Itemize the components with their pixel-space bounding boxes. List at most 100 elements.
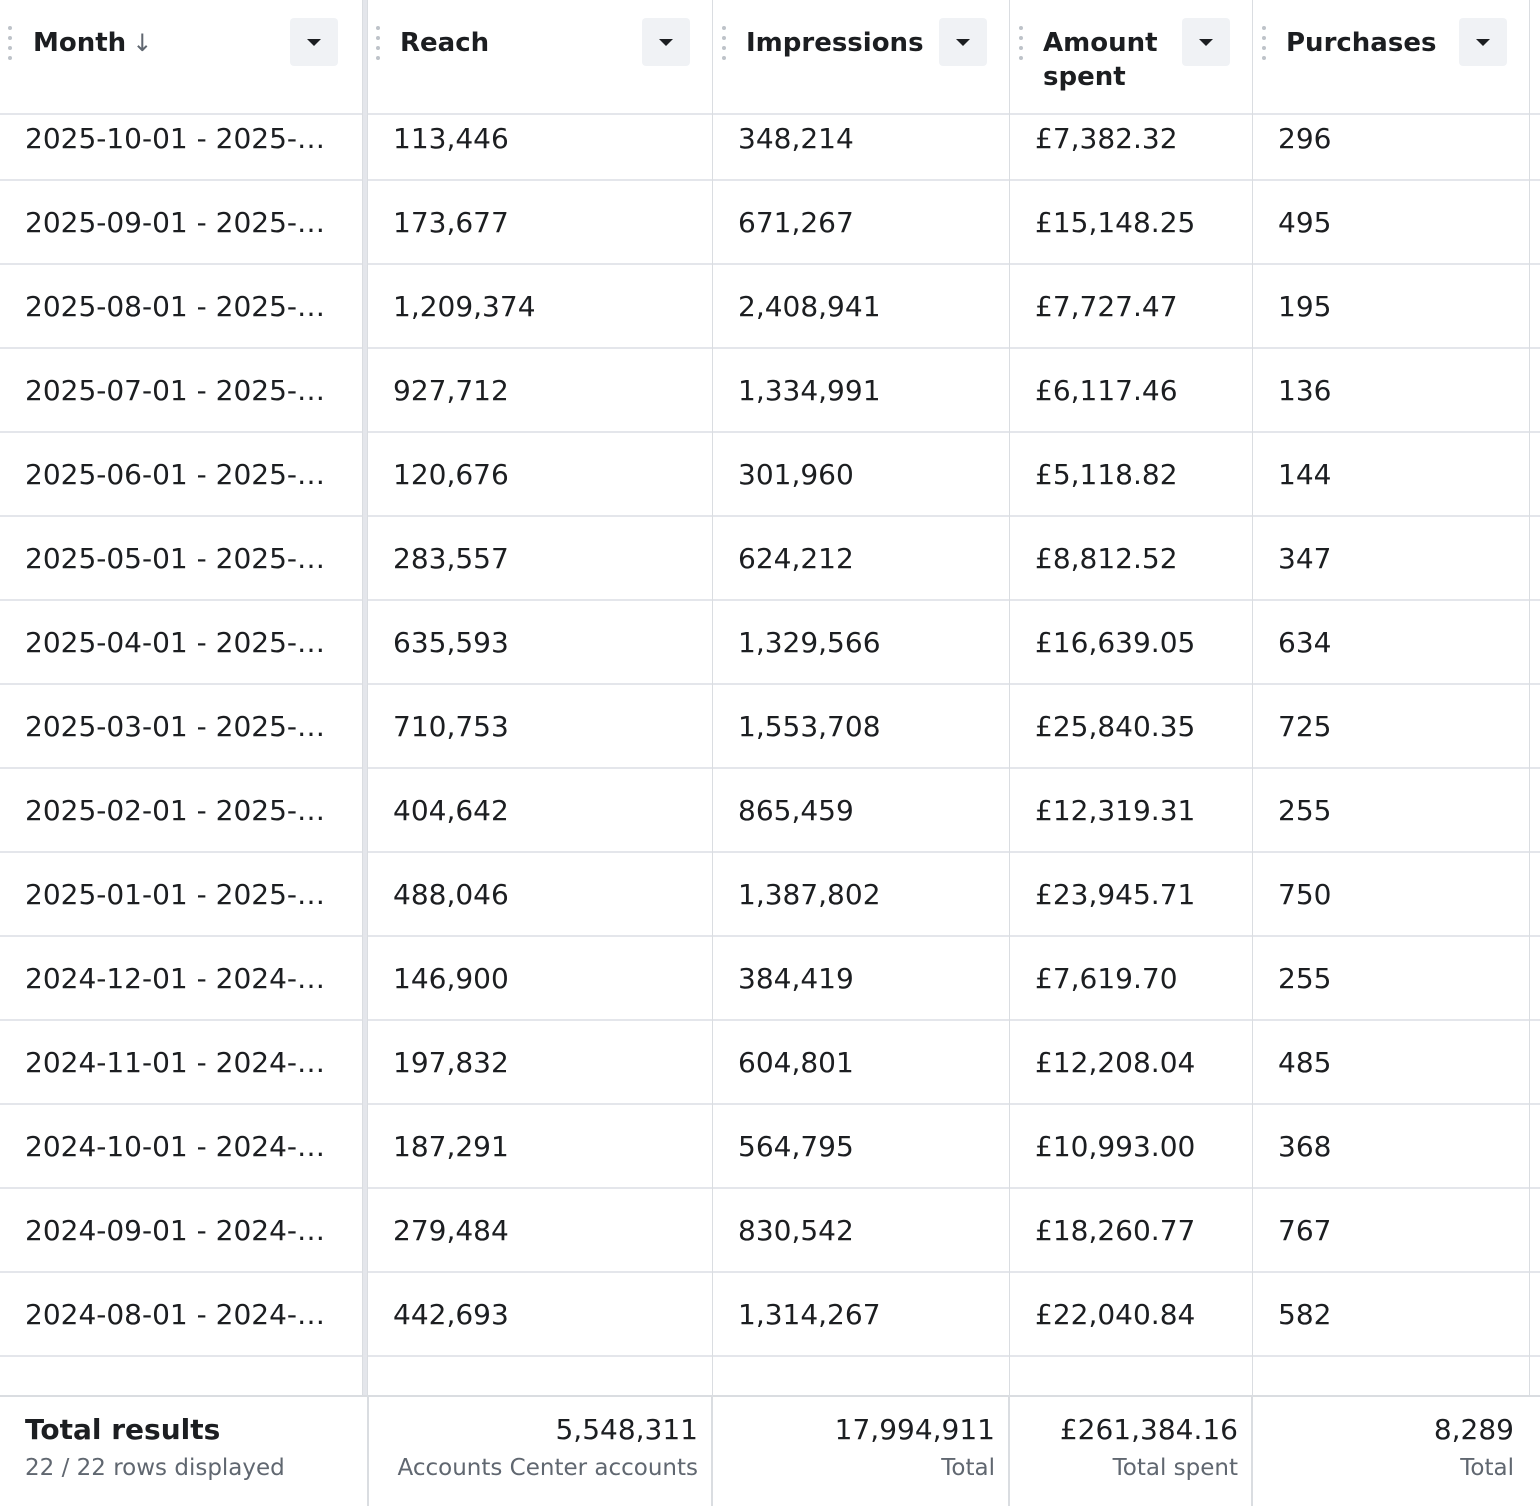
table-body[interactable]: 2025-10-01 - 2025-10… 113,446 348,214 £7,38… <box>0 97 1540 1395</box>
column-divider[interactable] <box>1252 0 1253 1504</box>
cell-impressions: 564,795 <box>738 1130 854 1163</box>
cell-reach: 187,291 <box>393 1130 509 1163</box>
table-row[interactable]: 2025-08-01 - 2025-08… 1,209,374 2,408,941 £… <box>0 265 1540 349</box>
cell-reach: 442,693 <box>393 1298 509 1331</box>
footer-amount-total: £261,384.16 Total spent <box>1010 1397 1238 1506</box>
column-header-reach[interactable]: Reach <box>369 0 712 113</box>
table-row[interactable]: 2024-09-01 - 2024-09… 279,484 830,542 £18,2… <box>0 1189 1540 1273</box>
drag-handle-icon[interactable] <box>376 26 380 60</box>
drag-handle-icon[interactable] <box>1019 26 1023 60</box>
cell-impressions: 1,314,267 <box>738 1298 881 1331</box>
cell-impressions: 1,329,566 <box>738 626 881 659</box>
cell-reach: 635,593 <box>393 626 509 659</box>
table-row[interactable]: 2025-01-01 - 2025-01… 488,046 1,387,802 £23… <box>0 853 1540 937</box>
footer-summary: Total results 22 / 22 rows displayed <box>0 1397 368 1506</box>
table-row[interactable]: 2025-07-01 - 2025-07… 927,712 1,334,991 £6,… <box>0 349 1540 433</box>
cell-amount-spent: £22,040.84 <box>1035 1298 1196 1331</box>
column-label-purchases: Purchases <box>1286 28 1437 58</box>
column-label-impressions: Impressions <box>746 28 924 58</box>
cell-impressions: 348,214 <box>738 122 854 155</box>
footer-divider <box>1008 1397 1010 1506</box>
drag-handle-icon[interactable] <box>1262 26 1266 60</box>
cell-month: 2024-09-01 - 2024-09… <box>25 1214 337 1247</box>
table-row[interactable]: 2024-08-01 - 2024-08… 442,693 1,314,267 £22… <box>0 1273 1540 1357</box>
footer-purchases-total: 8,289 Total <box>1253 1397 1514 1506</box>
purchases-total-value: 8,289 <box>1433 1413 1514 1446</box>
column-menu-button-purchases[interactable] <box>1459 18 1507 66</box>
cell-impressions: 1,553,708 <box>738 710 881 743</box>
cell-amount-spent: £8,812.52 <box>1035 542 1178 575</box>
table-row[interactable]: 2025-05-01 - 2025-05… 283,557 624,212 £8,81… <box>0 517 1540 601</box>
cell-purchases: 296 <box>1278 122 1332 155</box>
cell-reach: 279,484 <box>393 1214 509 1247</box>
cell-purchases: 255 <box>1278 794 1332 827</box>
table-row[interactable]: 2025-06-01 - 2025-06… 120,676 301,960 £5,11… <box>0 433 1540 517</box>
drag-handle-icon[interactable] <box>8 26 12 60</box>
cell-amount-spent: £5,118.82 <box>1035 458 1178 491</box>
reach-total-value: 5,548,311 <box>555 1413 698 1446</box>
column-header-amount-spent[interactable]: Amount spent <box>1010 0 1252 113</box>
amount-total-value: £261,384.16 <box>1059 1413 1238 1446</box>
purchases-total-label: Total <box>1460 1455 1514 1481</box>
cell-impressions: 624,212 <box>738 542 854 575</box>
cell-impressions: 604,801 <box>738 1046 854 1079</box>
column-divider[interactable] <box>362 0 368 1504</box>
cell-amount-spent: £6,117.46 <box>1035 374 1178 407</box>
cell-amount-spent: £16,639.05 <box>1035 626 1196 659</box>
cell-impressions: 865,459 <box>738 794 854 827</box>
rows-displayed-count: 22 / 22 rows displayed <box>25 1455 285 1481</box>
cell-purchases: 136 <box>1278 374 1332 407</box>
column-label-amount-spent-line1: Amount <box>1043 28 1158 58</box>
table-row[interactable]: 2025-02-01 - 2025-02… 404,642 865,459 £12,3… <box>0 769 1540 853</box>
cell-reach: 197,832 <box>393 1046 509 1079</box>
column-menu-button-impressions[interactable] <box>939 18 987 66</box>
amount-total-label: Total spent <box>1112 1455 1238 1481</box>
table-row[interactable]: 2024-12-01 - 2024-12… 146,900 384,419 £7,61… <box>0 937 1540 1021</box>
table-row[interactable]: 2025-03-01 - 2025-03… 710,753 1,553,708 £25… <box>0 685 1540 769</box>
cell-purchases: 255 <box>1278 962 1332 995</box>
footer-title: Total results <box>25 1413 221 1446</box>
footer-reach-total: 5,548,311 Accounts Center accounts <box>369 1397 699 1506</box>
column-menu-button-month[interactable] <box>290 18 338 66</box>
column-label-amount-spent-line2: spent <box>1043 62 1126 92</box>
impressions-total-label: Total <box>941 1455 995 1481</box>
column-divider[interactable] <box>712 0 713 1504</box>
table-row-partial[interactable] <box>0 1357 1540 1395</box>
drag-handle-icon[interactable] <box>722 26 726 60</box>
table-row[interactable]: 2025-10-01 - 2025-10… 113,446 348,214 £7,38… <box>0 97 1540 181</box>
footer-divider <box>367 1397 369 1506</box>
column-header-purchases[interactable]: Purchases <box>1253 0 1540 113</box>
table-row[interactable]: 2025-04-01 - 2025-04… 635,593 1,329,566 £16… <box>0 601 1540 685</box>
column-menu-button-amount-spent[interactable] <box>1182 18 1230 66</box>
cell-amount-spent: £7,727.47 <box>1035 290 1178 323</box>
cell-purchases: 750 <box>1278 878 1332 911</box>
column-label-month: Month <box>33 28 127 58</box>
cell-month: 2024-08-01 - 2024-08… <box>25 1298 337 1331</box>
cell-impressions: 301,960 <box>738 458 854 491</box>
cell-reach: 173,677 <box>393 206 509 239</box>
cell-impressions: 384,419 <box>738 962 854 995</box>
table-row[interactable]: 2025-09-01 - 2025-09… 173,677 671,267 £15,1… <box>0 181 1540 265</box>
table-row[interactable]: 2024-10-01 - 2024-10… 187,291 564,795 £10,9… <box>0 1105 1540 1189</box>
cell-purchases: 582 <box>1278 1298 1332 1331</box>
cell-reach: 927,712 <box>393 374 509 407</box>
table-row[interactable]: 2024-11-01 - 2024-11… 197,832 604,801 £12,2… <box>0 1021 1540 1105</box>
column-divider <box>1529 0 1530 1504</box>
impressions-total-value: 17,994,911 <box>834 1413 995 1446</box>
cell-reach: 113,446 <box>393 122 509 155</box>
cell-month: 2025-01-01 - 2025-01… <box>25 878 337 911</box>
cell-reach: 710,753 <box>393 710 509 743</box>
column-header-month[interactable]: Month ↓ <box>0 0 362 113</box>
cell-month: 2025-07-01 - 2025-07… <box>25 374 337 407</box>
table-footer-totals: Total results 22 / 22 rows displayed 5,5… <box>0 1395 1540 1506</box>
cell-amount-spent: £10,993.00 <box>1035 1130 1196 1163</box>
column-header-impressions[interactable]: Impressions <box>713 0 1009 113</box>
column-menu-button-reach[interactable] <box>642 18 690 66</box>
column-divider[interactable] <box>1009 0 1010 1504</box>
cell-month: 2025-03-01 - 2025-03… <box>25 710 337 743</box>
table-header: Month ↓ Reach Impressions Amount spent Pu… <box>0 0 1540 115</box>
sort-descending-icon[interactable]: ↓ <box>132 29 153 57</box>
cell-reach: 1,209,374 <box>393 290 536 323</box>
footer-divider <box>711 1397 713 1506</box>
